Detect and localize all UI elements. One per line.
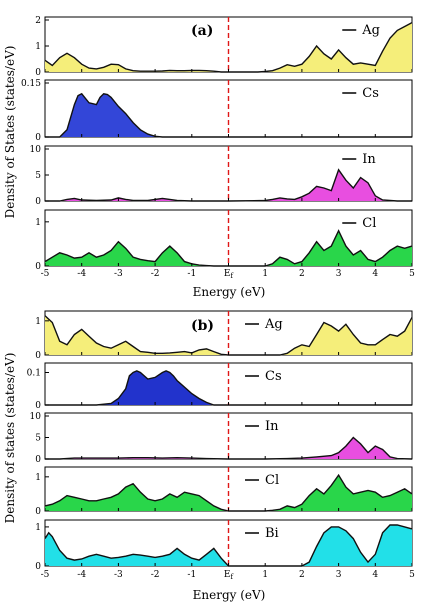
dos-area-cs	[45, 93, 412, 137]
y-tick-label: 1	[35, 473, 41, 483]
legend-label: In	[265, 419, 279, 434]
x-tick-label: -2	[151, 269, 160, 279]
panel-b-cs: 0 0.1 Cs	[27, 362, 413, 411]
x-tick-label: -4	[77, 570, 86, 580]
dos-area-ag	[45, 315, 412, 355]
y-tick-label: 10	[30, 145, 42, 155]
group-b-ylabel: Density of states (states/eV)	[3, 353, 17, 524]
legend-label: Cs	[362, 86, 379, 101]
panel-b-bi: 0 1 Bi -5 -4 -3 -2 -1 Ef 1 2 3 4 5	[35, 519, 415, 581]
x-tick-label: Ef	[224, 570, 235, 581]
legend-label: Bi	[265, 526, 279, 541]
dos-area-cs	[45, 370, 412, 405]
y-tick-label: 0	[35, 507, 41, 517]
x-tick-label: -4	[77, 269, 86, 279]
x-tick-subscript: f	[230, 272, 234, 280]
x-tick-label: 4	[372, 570, 378, 580]
panel-a-cs: 0 0.15 Cs	[21, 79, 413, 143]
panel-a-in: 0 5 10 In	[30, 145, 413, 207]
panel-a-ag: 0 1 2 Ag	[35, 16, 413, 78]
panel-b-ag: 0 1 Ag	[35, 310, 413, 361]
x-tick-label: 4	[372, 269, 378, 279]
x-tick-label: -5	[41, 570, 50, 580]
dos-curve-bi	[44, 524, 413, 567]
y-tick-label: 0	[35, 562, 41, 572]
x-tick-label: -3	[114, 269, 123, 279]
y-tick-label: 0	[35, 351, 41, 361]
panel-a-cl: 0 1 Cl -5 -4 -3 -2 -1 Ef 1 2 3 4 5	[35, 209, 415, 280]
x-tick-label: -5	[41, 269, 50, 279]
dos-curve-in	[45, 168, 412, 202]
y-tick-label: 1	[35, 523, 41, 533]
y-tick-label: 5	[35, 171, 41, 181]
y-tick-label: 10	[30, 412, 42, 422]
y-tick-label: 0.1	[27, 369, 41, 379]
x-tick-label: -2	[151, 570, 160, 580]
legend-label: Ag	[264, 317, 283, 332]
x-tick-label: 3	[336, 269, 342, 279]
y-tick-label: 2	[35, 16, 41, 26]
x-tick-label: -1	[187, 570, 196, 580]
y-tick-label: 5	[35, 434, 41, 444]
panel-b-in: 0 5 10 In	[30, 412, 413, 465]
x-tick-label: 1	[262, 269, 268, 279]
dos-area-ag	[45, 22, 412, 73]
y-tick-label: 0	[35, 262, 41, 272]
group-b-label: (b)	[191, 318, 214, 334]
legend-label: Ag	[361, 23, 380, 38]
dos-area-bi	[45, 525, 412, 566]
y-tick-label: 0	[35, 455, 41, 465]
x-tick-label: 5	[409, 570, 415, 580]
dos-area-cl	[45, 475, 412, 511]
group-b-annotations: (b) Density of states (states/eV) Energy…	[3, 318, 265, 602]
x-tick-label: 2	[299, 570, 305, 580]
y-tick-label: 1	[35, 42, 41, 52]
group-a-ylabel: Density of States (states/eV)	[3, 46, 17, 219]
x-tick-label: Ef	[224, 269, 235, 280]
dos-area-cl	[45, 230, 412, 266]
legend-label: Cl	[362, 216, 376, 231]
y-tick-label: 0	[35, 133, 41, 143]
group-a-label: (a)	[191, 23, 213, 39]
x-tick-label: 1	[262, 570, 268, 580]
y-tick-label: 0.15	[21, 79, 41, 89]
x-tick-label: 3	[336, 570, 342, 580]
y-tick-label: 0	[35, 68, 41, 78]
legend-label: In	[362, 152, 376, 167]
x-tick-label: -1	[187, 269, 196, 279]
group-a-xlabel: Energy (eV)	[193, 285, 266, 299]
legend-label: Cl	[265, 473, 279, 488]
dos-curve-cs	[45, 370, 412, 406]
group-a-annotations: (a) Density of States (states/eV) Energy…	[3, 23, 265, 299]
group-b-xlabel: Energy (eV)	[193, 588, 266, 602]
y-tick-label: 1	[35, 317, 41, 327]
panel-b-cl: 0 1 Cl	[35, 466, 413, 517]
dos-curve-cs	[45, 92, 412, 138]
y-tick-label: 1	[35, 218, 41, 228]
y-tick-label: 0	[35, 197, 41, 207]
x-tick-label: 2	[299, 269, 305, 279]
x-tick-subscript: f	[230, 573, 234, 581]
x-tick-label: 5	[409, 269, 415, 279]
dos-curve-in	[45, 436, 413, 460]
dos-area-in	[45, 169, 412, 201]
y-tick-label: 0	[35, 401, 41, 411]
x-tick-label: -3	[114, 570, 123, 580]
legend-label: Cs	[265, 369, 282, 384]
